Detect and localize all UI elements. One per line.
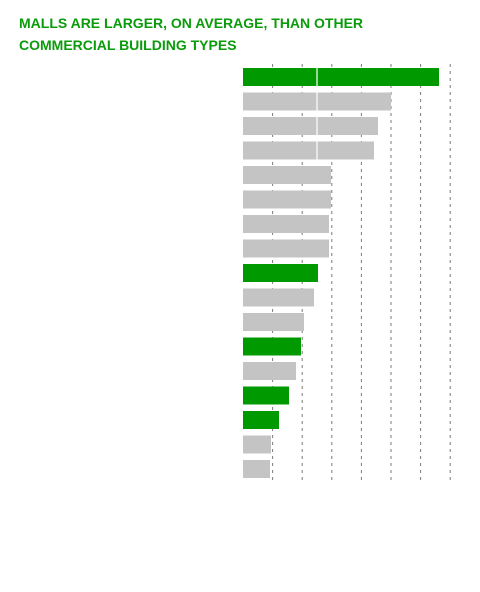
- bar: [243, 460, 270, 478]
- bar-highlighted: [243, 411, 279, 429]
- bar: [243, 117, 378, 135]
- bars: [243, 68, 439, 478]
- bar: [243, 313, 304, 331]
- bar: [243, 166, 331, 184]
- bar-highlighted: [243, 68, 439, 86]
- bar: [243, 141, 374, 160]
- chart-title: MALLS ARE LARGER, ON AVERAGE, THAN OTHER…: [19, 15, 364, 53]
- bar: [243, 239, 329, 258]
- bar-highlighted: [243, 386, 289, 405]
- bar: [243, 362, 296, 380]
- bar-highlighted: [243, 337, 301, 356]
- bar: [243, 190, 331, 209]
- bar: [243, 288, 314, 307]
- bar-highlighted: [243, 264, 318, 282]
- bar: [243, 215, 329, 233]
- bar: [243, 435, 271, 454]
